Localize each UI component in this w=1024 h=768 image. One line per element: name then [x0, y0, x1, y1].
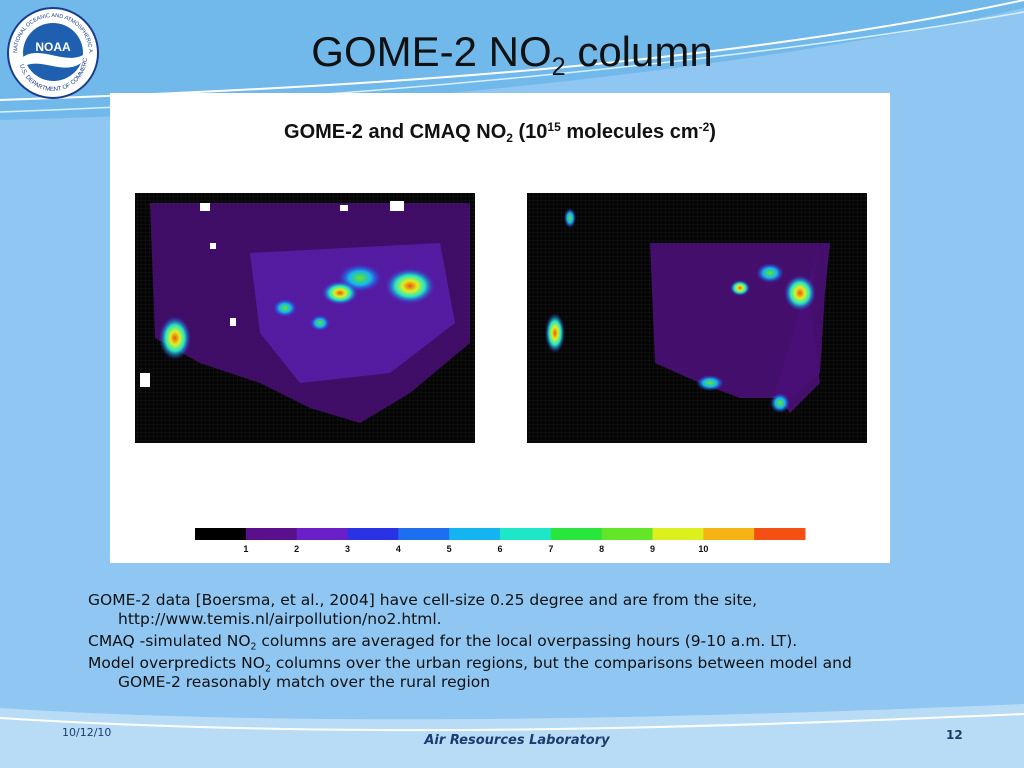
- colorbar-label: 4: [396, 544, 401, 554]
- figure-title-part: molecules cm: [560, 121, 699, 143]
- figure-title-part: ): [709, 121, 716, 143]
- figure: GOME-2 and CMAQ NO2 (1015 molecules cm-2…: [110, 93, 890, 563]
- colorbar-label: 3: [345, 544, 350, 554]
- logo-name: NOAA: [35, 40, 71, 54]
- bullet: GOME-2 data [Boersma, et al., 2004] have…: [88, 591, 888, 629]
- bullet-subscript: 2: [250, 641, 257, 653]
- colorbar-segment: [703, 528, 755, 540]
- colorbar-label: 6: [497, 544, 502, 554]
- gome2-map: [135, 193, 475, 443]
- title-subscript: 2: [551, 52, 566, 81]
- footer-date: 10/12/10: [62, 726, 112, 739]
- colorbar-segment: [296, 528, 348, 540]
- bullet-subscript: 2: [264, 663, 271, 675]
- colorbar-segment: [195, 528, 247, 540]
- colorbar-segment: [550, 528, 603, 540]
- figure-title-sub: 2: [506, 131, 513, 146]
- colorbar-segment: [754, 528, 806, 540]
- bullet-text: columns are averaged for the local overp…: [256, 632, 798, 650]
- colorbar-label: 1: [243, 544, 248, 554]
- noaa-logo: NOAA NATIONAL OCEANIC AND ATMOSPHERIC AD…: [5, 5, 99, 99]
- colorbar-segment: [245, 528, 298, 540]
- slide-title: GOME-2 NO2 column: [0, 28, 1024, 79]
- figure-title-sup: -2: [698, 119, 710, 134]
- colorbar-label: 2: [294, 544, 299, 554]
- page-number: 12: [946, 728, 963, 742]
- colorbar-label: 8: [599, 544, 604, 554]
- bullet-text: Model overpredicts NO: [88, 654, 265, 672]
- colorbar-segment: [449, 528, 501, 540]
- cmaq-map: [527, 193, 867, 443]
- figure-title: GOME-2 and CMAQ NO2 (1015 molecules cm-2…: [110, 121, 890, 144]
- colorbar-label: 5: [447, 544, 452, 554]
- title-text: GOME-2 NO: [311, 28, 552, 75]
- colorbar-label: 9: [650, 544, 655, 554]
- bullet-text: CMAQ -simulated NO: [88, 632, 251, 650]
- footer-lab: Air Resources Laboratory: [424, 733, 610, 748]
- colorbar-segment: [398, 528, 450, 540]
- bullet-text: GOME-2 data [Boersma, et al., 2004] have…: [88, 591, 757, 628]
- colorbar-label: 10: [698, 544, 708, 554]
- figure-title-sup: 15: [547, 119, 561, 134]
- bullet-text: columns over the urban regions, but the …: [118, 654, 852, 691]
- bullet-list: GOME-2 data [Boersma, et al., 2004] have…: [88, 591, 888, 695]
- colorbar: 1 2 3 4 5 6 7 8 9 10: [195, 528, 806, 554]
- figure-title-part: (10: [512, 121, 548, 143]
- figure-title-part: GOME-2 and CMAQ NO: [284, 121, 507, 143]
- colorbar-segment: [601, 528, 653, 540]
- figure-graphics: 1 2 3 4 5 6 7 8 9 10: [135, 193, 867, 554]
- title-suffix: column: [565, 28, 713, 75]
- bullet: CMAQ -simulated NO2 columns are averaged…: [88, 632, 888, 651]
- colorbar-segment: [652, 528, 704, 540]
- colorbar-segment: [347, 528, 399, 540]
- colorbar-segment: [500, 528, 552, 540]
- bullet: Model overpredicts NO2 columns over the …: [88, 654, 888, 692]
- colorbar-label: 7: [548, 544, 553, 554]
